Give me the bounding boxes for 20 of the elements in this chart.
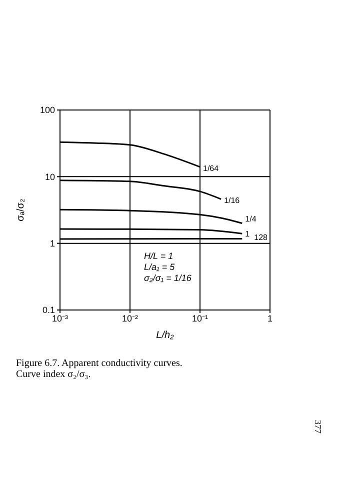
text: 377 xyxy=(313,420,323,436)
x-tick-label: 10⁻² xyxy=(122,313,138,324)
caption: Figure 6.7. Apparent conductivity curves. Curve index σ₂/σ₃. xyxy=(16,358,184,380)
y-tick-label: 100 xyxy=(40,105,55,116)
series-label: 1 xyxy=(245,230,250,239)
y-tick-label: 0.1 xyxy=(42,305,55,316)
series-label: 1/64 xyxy=(203,164,220,173)
series-label: 1/4 xyxy=(245,214,257,224)
y-axis-title: σₐ/σ₂ xyxy=(16,198,27,222)
y-tick-label: 1 xyxy=(50,238,55,249)
series-label: 1/16 xyxy=(224,196,240,206)
x-tick-label: 10⁻³ xyxy=(52,313,68,324)
x-tick-label: 1 xyxy=(267,313,273,324)
annotation: L/a₁ = 5 xyxy=(144,262,176,273)
y-tick-label: 10 xyxy=(44,172,55,182)
annotation: H/L = 1 xyxy=(144,251,174,262)
x-axis-title: L/h₂ xyxy=(156,330,174,341)
series-label: 128 xyxy=(254,232,268,242)
x-tick-label: 10⁻¹ xyxy=(192,313,208,324)
annotation: σ₂/σ₁ = 1/16 xyxy=(144,273,192,284)
